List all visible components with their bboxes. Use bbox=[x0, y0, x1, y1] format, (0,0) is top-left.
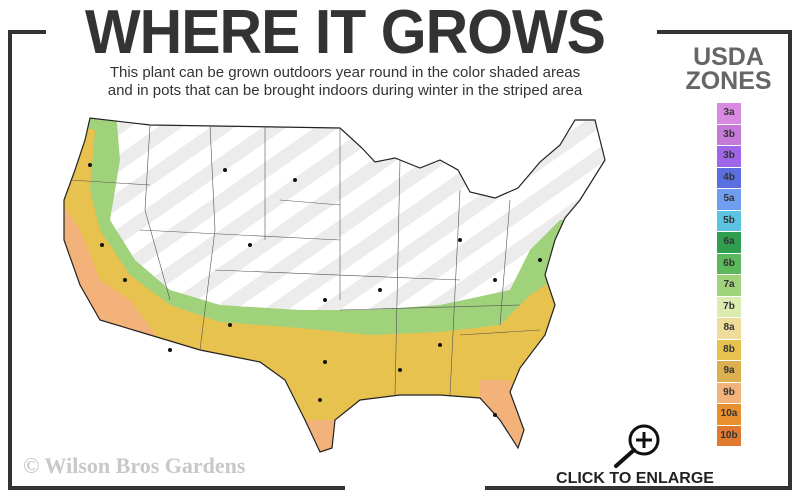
subtitle-line-2: and in pots that can be brought indoors … bbox=[107, 82, 583, 99]
legend-zone-8a: 8a bbox=[717, 318, 741, 339]
magnifier-plus-icon[interactable] bbox=[608, 422, 664, 472]
legend-title-line-1: USDA bbox=[693, 43, 764, 71]
legend-title-line-2: ZONES bbox=[685, 67, 772, 95]
state-borders bbox=[69, 124, 541, 396]
legend-zone-6a: 6a bbox=[717, 232, 741, 253]
legend-zone-8b: 8b bbox=[717, 339, 741, 360]
frame-right bbox=[788, 30, 792, 490]
frame-top-right bbox=[657, 30, 792, 34]
us-zone-map[interactable] bbox=[40, 100, 620, 460]
legend-zone-10a: 10a bbox=[717, 404, 741, 425]
legend-zone-5a: 5a bbox=[717, 189, 741, 210]
legend-zone-5b: 5b bbox=[717, 210, 741, 231]
subtitle-line-1: This plant can be grown outdoors year ro… bbox=[109, 64, 581, 81]
page-title: WHERE IT GROWS bbox=[84, 0, 606, 67]
legend-zone-6b: 6b bbox=[717, 253, 741, 274]
legend-zone-9b: 9b bbox=[717, 382, 741, 403]
legend-zone-3a: 3a bbox=[717, 103, 741, 124]
click-to-enlarge-button[interactable]: CLICK TO ENLARGE bbox=[556, 470, 714, 487]
frame-bottom-left bbox=[8, 486, 345, 490]
subtitle: This plant can be grown outdoors year ro… bbox=[40, 64, 650, 100]
legend-zone-3b: 3b bbox=[717, 146, 741, 167]
legend-zone-3b: 3b bbox=[717, 124, 741, 145]
zone-legend: 3a 3b 3b 4b 5a 5b 6a 6b 7a 7b 8a 8b 9a 9b 10a 10b bbox=[717, 103, 741, 447]
legend-zone-7a: 7a bbox=[717, 275, 741, 296]
legend-zone-4b: 4b bbox=[717, 167, 741, 188]
legend-zone-9a: 9a bbox=[717, 361, 741, 382]
frame-bottom-right bbox=[485, 486, 792, 490]
frame-top-left bbox=[8, 30, 46, 34]
frame-left bbox=[8, 30, 12, 490]
legend-title: USDA ZONES bbox=[676, 43, 781, 95]
watermark: © Wilson Bros Gardens bbox=[23, 453, 246, 478]
legend-zone-10b: 10b bbox=[717, 425, 741, 446]
city-dots bbox=[88, 163, 542, 417]
legend-zone-7b: 7b bbox=[717, 296, 741, 317]
